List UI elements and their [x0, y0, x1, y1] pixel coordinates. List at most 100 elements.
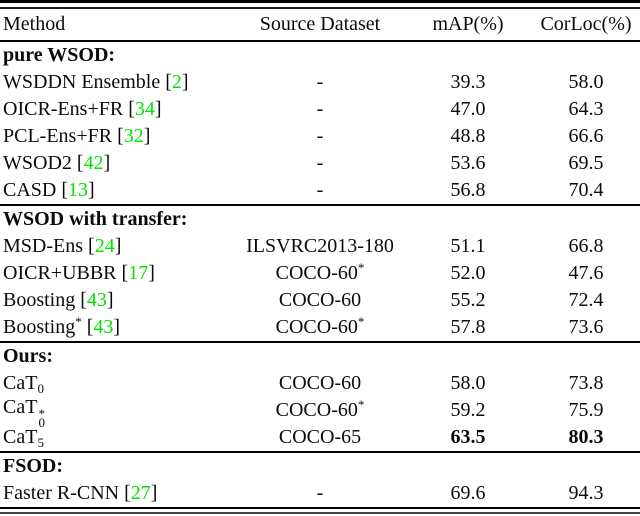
citation-link[interactable]: 32 — [123, 125, 144, 147]
corloc-value: 66.8 — [568, 235, 604, 257]
citation-bracket: [ — [116, 262, 129, 284]
source-cell: COCO-60 — [236, 287, 404, 314]
citation-link[interactable]: 43 — [93, 316, 114, 338]
corloc-value: 58.0 — [568, 71, 604, 93]
method-cell: Boosting* [43] — [0, 314, 236, 341]
section-title: FSOD: — [3, 455, 63, 477]
corloc-value: 80.3 — [568, 426, 604, 448]
source-dataset: - — [316, 179, 324, 201]
citation-link[interactable]: 24 — [94, 235, 115, 257]
method-cell: MSD-Ens [24] — [0, 233, 236, 260]
table-row: WSDDN Ensemble [2] - 39.3 58.0 — [0, 69, 640, 96]
citation-link[interactable]: 2 — [171, 71, 182, 93]
table-row: MSD-Ens [24] ILSVRC2013-180 51.1 66.8 — [0, 233, 640, 260]
source-cell: COCO-60* — [236, 314, 404, 341]
map-value: 51.1 — [450, 235, 486, 257]
method-name: Boosting — [3, 289, 76, 311]
corloc-value: 94.3 — [568, 482, 604, 504]
map-value: 69.6 — [450, 482, 486, 504]
section-title: Ours: — [3, 345, 53, 367]
corloc-value: 70.4 — [568, 179, 604, 201]
table-row: WSOD2 [42] - 53.6 69.5 — [0, 150, 640, 177]
section-header-row: WSOD with transfer: — [0, 206, 640, 233]
table-section: pure WSOD: WSDDN Ensemble [2] - 39.3 58.0 OIC… — [0, 40, 640, 204]
citation-link[interactable]: 13 — [68, 179, 89, 201]
method-name: CaT — [3, 426, 38, 448]
source-cell: - — [236, 69, 404, 96]
section-title: pure WSOD: — [3, 44, 116, 66]
method-cell: CaT5 — [0, 424, 236, 451]
method-subscript: 0 — [37, 381, 44, 396]
method-superscript-star: * — [38, 405, 45, 421]
section-title: WSOD with transfer: — [3, 208, 188, 230]
method-name: WSOD2 — [3, 152, 72, 174]
source-dataset: - — [316, 152, 324, 174]
source-cell: COCO-60 — [236, 370, 404, 397]
section-header-row: Ours: — [0, 343, 640, 370]
corloc-value: 73.8 — [568, 372, 604, 394]
citation-link[interactable]: 27 — [130, 482, 151, 504]
map-value: 48.8 — [450, 125, 486, 147]
map-value: 55.2 — [450, 289, 486, 311]
citation-bracket: [ — [160, 71, 172, 93]
citation-bracket: ] — [148, 262, 155, 284]
table-row: CASD [13] - 56.8 70.4 — [0, 177, 640, 204]
method-name: CaT — [3, 395, 38, 418]
method-superscript-star: * — [75, 314, 82, 329]
citation-bracket: [ — [81, 316, 94, 338]
source-dataset: COCO-60 — [275, 262, 358, 284]
method-name: OICR-Ens+FR — [3, 98, 124, 120]
map-value: 59.2 — [450, 399, 486, 421]
method-cell: OICR-Ens+FR [34] — [0, 96, 236, 123]
citation-link[interactable]: 17 — [128, 262, 149, 284]
map-value: 56.8 — [450, 179, 486, 201]
table-row: Boosting* [43] COCO-60* 57.8 73.6 — [0, 314, 640, 341]
table-body: pure WSOD: WSDDN Ensemble [2] - 39.3 58.0 OIC… — [0, 40, 640, 507]
method-name: Faster R-CNN — [3, 482, 120, 504]
method-name: CaT — [3, 372, 38, 394]
citation-bracket: [ — [83, 235, 95, 257]
table-row: OICR-Ens+FR [34] - 47.0 64.3 — [0, 96, 640, 123]
method-name: CASD — [3, 179, 57, 201]
method-name: PCL-Ens+FR — [3, 125, 113, 147]
map-value: 58.0 — [450, 372, 486, 394]
source-dataset: ILSVRC2013-180 — [246, 235, 394, 257]
corloc-value: 66.6 — [568, 125, 604, 147]
table-row: Boosting [43] COCO-60 55.2 72.4 — [0, 287, 640, 314]
citation-link[interactable]: 34 — [134, 98, 155, 120]
citation-bracket: [ — [56, 179, 69, 201]
method-cell: PCL-Ens+FR [32] — [0, 123, 236, 150]
citation-bracket: [ — [112, 125, 124, 147]
table-section: FSOD: Faster R-CNN [27] - 69.6 94.3 — [0, 451, 640, 507]
corloc-value: 64.3 — [568, 98, 604, 120]
citation-link[interactable]: 43 — [86, 289, 107, 311]
citation-bracket: ] — [113, 316, 121, 338]
source-dataset: COCO-60 — [275, 316, 358, 338]
table-row: PCL-Ens+FR [32] - 48.8 66.6 — [0, 123, 640, 150]
map-value: 57.8 — [450, 316, 486, 338]
method-cell: Faster R-CNN [27] — [0, 480, 236, 507]
method-cell: CaT0 — [0, 370, 236, 397]
citation-bracket: ] — [106, 289, 114, 311]
method-cell: Boosting [43] — [0, 287, 236, 314]
citation-link[interactable]: 42 — [83, 152, 104, 174]
corloc-value: 72.4 — [568, 289, 604, 311]
table-section: Ours: CaT0 COCO-60 58.0 73.8 CaT * 0 COCO-60* 59.… — [0, 341, 640, 451]
method-cell: OICR+UBBR [17] — [0, 260, 236, 287]
source-cell: - — [236, 480, 404, 507]
citation-bracket: [ — [75, 289, 87, 311]
source-superscript-star: * — [357, 397, 365, 412]
top-rule — [0, 0, 640, 9]
citation-bracket: ] — [154, 98, 162, 120]
table-row: CaT0 COCO-60 58.0 73.8 — [0, 370, 640, 397]
source-dataset: COCO-60 — [278, 289, 362, 311]
source-cell: COCO-60* — [236, 260, 404, 287]
method-name: WSDDN Ensemble — [3, 71, 161, 93]
bottom-rule — [0, 507, 640, 514]
source-dataset: COCO-60 — [278, 372, 362, 394]
source-cell: - — [236, 123, 404, 150]
map-value: 39.3 — [450, 71, 486, 93]
source-superscript-star: * — [357, 260, 365, 275]
source-cell: - — [236, 177, 404, 204]
